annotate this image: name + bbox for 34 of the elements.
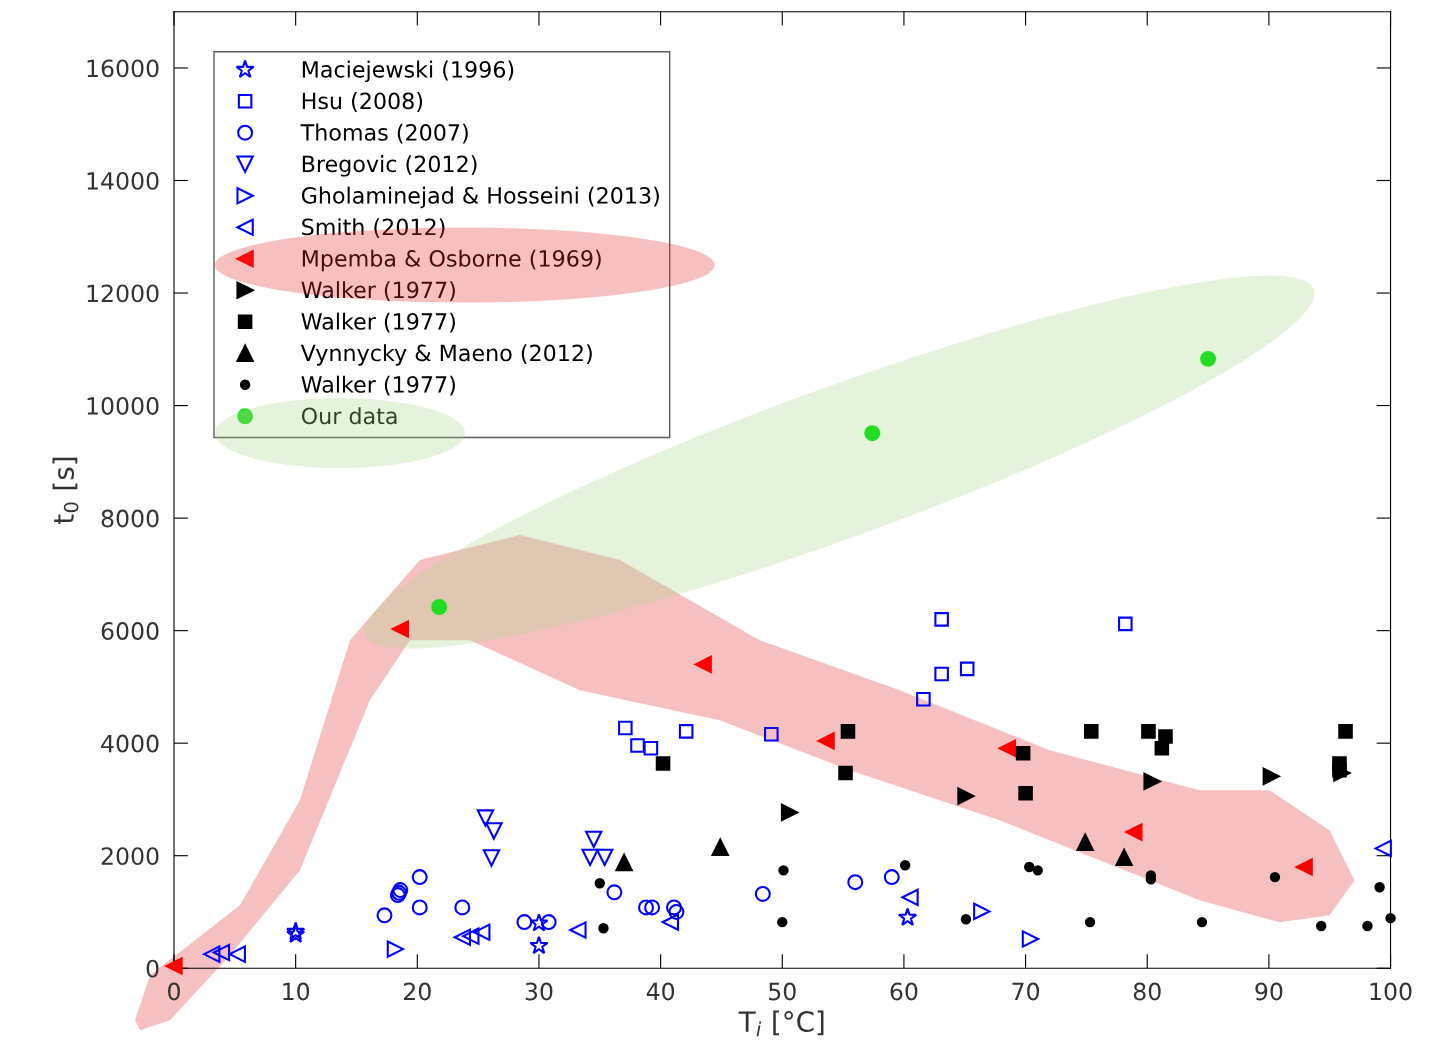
legend-label: Mpemba & Osborne (1969) bbox=[302, 249, 601, 272]
legend-label: Vynnycky & Maeno (2012) bbox=[300, 344, 592, 366]
legend-label: Smith (2012) bbox=[302, 218, 445, 238]
x-tick-label: 40 bbox=[646, 982, 675, 1001]
legend-label: Maciejewski (1996) bbox=[302, 60, 514, 83]
legend-label: Bregovic (2012) bbox=[302, 155, 477, 177]
legend-label: Gholaminejad & Hosseini (2013) bbox=[301, 186, 659, 209]
x-tick-label: 20 bbox=[404, 982, 431, 1001]
y-tick-label: 4000 bbox=[101, 734, 159, 753]
y-tick-label: 12000 bbox=[87, 284, 159, 303]
y-tick-label: 8000 bbox=[101, 509, 159, 528]
x-tick-label: 70 bbox=[1012, 982, 1040, 1001]
y-tick-label: 6000 bbox=[101, 622, 159, 640]
y-tick-label: 0 bbox=[146, 959, 159, 978]
legend-label: Thomas (2007) bbox=[300, 123, 468, 144]
x-tick-label: 60 bbox=[890, 982, 918, 1001]
x-tick-label: 10 bbox=[283, 982, 310, 1001]
x-axis-title: T$_{i}$ [°C] bbox=[738, 1010, 824, 1037]
x-tick-label: 0 bbox=[168, 982, 180, 1001]
y-tick-label: 10000 bbox=[87, 397, 159, 415]
x-tick-label: 30 bbox=[525, 982, 553, 1001]
legend-label: Walker (1977) bbox=[301, 312, 455, 333]
y-tick-label: 14000 bbox=[87, 171, 159, 190]
legend-label: Hsu (2008) bbox=[302, 92, 423, 112]
y-tick-label: 16000 bbox=[87, 59, 159, 78]
y-tick-label: 2000 bbox=[101, 847, 159, 866]
x-tick-label: 80 bbox=[1133, 982, 1161, 1001]
x-tick-label: 100 bbox=[1370, 982, 1412, 1001]
legend-label: Walker (1977) bbox=[301, 281, 455, 301]
x-tick-label: 50 bbox=[769, 982, 796, 1001]
legend-label: Our data bbox=[301, 407, 397, 425]
y-axis-title: t$_{0}$ [s] bbox=[52, 457, 79, 524]
legend-label: Walker (1977) bbox=[301, 375, 455, 396]
x-tick-label: 90 bbox=[1255, 982, 1283, 1001]
